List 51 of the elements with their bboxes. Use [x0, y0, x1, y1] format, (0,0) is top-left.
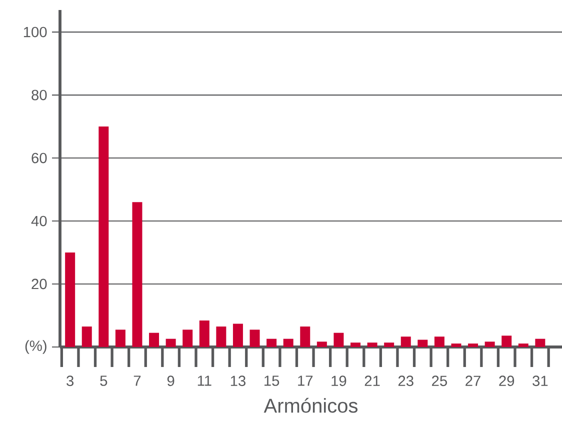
- x-tick-label: 3: [66, 376, 74, 386]
- bar: [535, 338, 546, 347]
- x-tick-label: 23: [398, 376, 414, 386]
- x-tick-label: 15: [264, 376, 280, 386]
- x-tick-label: 17: [298, 376, 313, 386]
- y-tick-label: 80: [32, 90, 47, 100]
- bar: [367, 342, 378, 347]
- y-tick-label: (%): [25, 340, 46, 354]
- bar: [182, 330, 193, 347]
- x-tick-label: 5: [100, 376, 108, 386]
- bar: [384, 342, 394, 347]
- y-tick-label: 40: [31, 216, 47, 226]
- x-tick-label: 9: [167, 376, 174, 386]
- bar: [484, 342, 495, 347]
- bar: [216, 326, 226, 347]
- x-tick-label: 19: [332, 376, 346, 386]
- bar: [468, 344, 478, 347]
- bar: [400, 336, 411, 347]
- bar: [334, 332, 344, 347]
- x-tick-label: 11: [198, 376, 212, 386]
- x-tick-label: 21: [364, 376, 380, 386]
- x-tick-label: 13: [230, 376, 246, 386]
- bar: [232, 324, 243, 347]
- bar: [250, 330, 260, 347]
- bar: [518, 344, 528, 347]
- bar: [199, 320, 210, 347]
- x-tick-label: 29: [499, 376, 514, 386]
- bar: [149, 332, 160, 347]
- x-axis-title: Armónicos: [264, 398, 358, 413]
- bar: [166, 338, 176, 347]
- bar: [82, 326, 92, 347]
- x-tick-label: 31: [532, 376, 548, 386]
- x-tick-label: 27: [466, 376, 480, 386]
- bar: [350, 342, 360, 347]
- x-tick-label: 25: [432, 376, 447, 386]
- bar: [300, 326, 310, 347]
- bar: [418, 340, 428, 347]
- bar: [316, 342, 327, 347]
- bar: [98, 126, 109, 347]
- bar: [132, 202, 142, 347]
- bar: [434, 336, 444, 347]
- bar: [115, 330, 126, 347]
- y-tick-label: 20: [32, 278, 47, 290]
- bar: [451, 344, 462, 347]
- bar: [283, 338, 294, 347]
- bar: [502, 336, 512, 347]
- y-tick-label: 100: [24, 26, 47, 38]
- bar: [266, 338, 277, 347]
- y-tick-label: 60: [32, 152, 47, 164]
- x-tick-label: 7: [134, 376, 141, 386]
- bar: [65, 252, 76, 347]
